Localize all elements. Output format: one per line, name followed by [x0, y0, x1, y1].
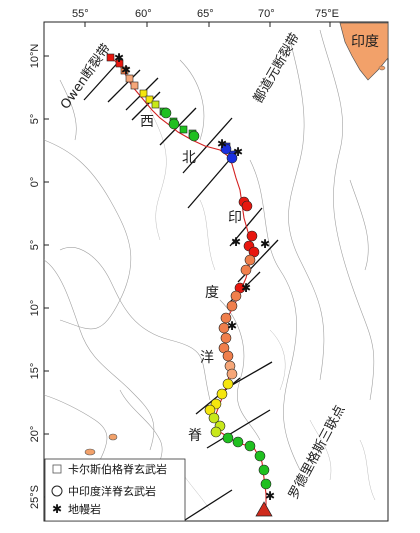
- lat-tick-0: 0°: [29, 177, 41, 188]
- cir-sample: [232, 436, 244, 448]
- lon-tick-70: 70°: [258, 8, 275, 20]
- carlsberg-sample: [125, 74, 134, 83]
- cir-sample: [246, 230, 258, 242]
- ridge-char-ji: 脊: [188, 428, 202, 444]
- carlsberg-sample: [179, 125, 188, 134]
- legend: 卡尔斯伯格脊玄武岩 中印度洋脊玄武岩 ✱ 地幔岩: [44, 458, 186, 522]
- mantle-sample: ✱: [241, 281, 251, 295]
- cir-sample: [220, 332, 232, 344]
- lat-tick-15s: 15°: [29, 363, 41, 380]
- lon-tick-65: 65°: [197, 8, 214, 20]
- cir-sample: [216, 388, 228, 400]
- map-frame: [43, 21, 389, 522]
- carlsberg-sample: [226, 152, 238, 164]
- carlsberg-sample: [188, 130, 200, 142]
- mantle-sample: ✱: [227, 319, 237, 333]
- ridge-char-du: 度: [205, 285, 219, 301]
- cir-sample: [218, 322, 230, 334]
- legend-cir: 中印度洋脊玄武岩: [68, 484, 156, 498]
- cir-sample: [226, 300, 238, 312]
- cir-sample: [222, 378, 234, 390]
- lat-tick-10s: 10°: [29, 300, 41, 317]
- mantle-sample: ✱: [260, 237, 270, 251]
- rodrigues-triangle: [255, 501, 273, 517]
- cir-sample: [241, 200, 253, 212]
- lat-tick-5n: 5°: [29, 114, 41, 125]
- carlsberg-sample: [106, 53, 115, 62]
- lon-tick-75: 75°E: [315, 8, 339, 20]
- cir-sample: [244, 440, 256, 452]
- india-label: 印度: [351, 34, 379, 50]
- cir-sample: [254, 450, 266, 462]
- ridge-char-bei: 北: [182, 150, 196, 166]
- lat-tick-10n: 10°N: [29, 44, 41, 69]
- mantle-sample: ✱: [233, 145, 243, 159]
- cir-sample: [230, 290, 242, 302]
- cir-sample: [222, 432, 234, 444]
- cir-sample: [240, 264, 252, 276]
- mantle-sample: ✱: [114, 51, 124, 65]
- carlsberg-sample: [115, 59, 124, 68]
- cir-sample: [210, 426, 222, 438]
- carlsberg-sample: [120, 66, 129, 75]
- mantle-sample: ✱: [217, 137, 227, 151]
- mantle-sample: ✱: [265, 489, 275, 503]
- carlsberg-sample: [151, 100, 160, 109]
- india-landmass: [339, 22, 389, 81]
- carlsberg-sample: [130, 81, 139, 90]
- carlsberg-sample: [145, 95, 154, 104]
- cir-sample: [220, 312, 232, 324]
- carlsberg-sample: [160, 107, 172, 119]
- cir-sample: [244, 254, 256, 266]
- cir-samples: [204, 196, 272, 490]
- island: [84, 448, 96, 456]
- legend-box: [44, 458, 186, 522]
- legend-circle-symbol: [51, 485, 63, 497]
- lat-tick-5s: 5°: [29, 240, 41, 251]
- carlsberg-sample: [139, 89, 148, 98]
- ridge-char-xi: 西: [140, 114, 154, 130]
- mantle-samples: ✱ ✱ ✱ ✱ ✱ ✱ ✱ ✱ ✱: [114, 51, 275, 503]
- legend-square-symbol: [52, 464, 62, 474]
- ridge-char-yin: 印: [228, 210, 242, 226]
- cir-sample: [258, 464, 270, 476]
- mantle-sample: ✱: [121, 63, 131, 77]
- lat-tick-25s: 25°S: [29, 485, 41, 509]
- island: [378, 65, 386, 71]
- lat-tick-20s: 20°: [29, 426, 41, 443]
- legend-carlsberg: 卡尔斯伯格脊玄武岩: [68, 462, 167, 476]
- carlsberg-circles: [160, 107, 238, 164]
- cir-sample: [208, 412, 220, 424]
- cir-sample: [222, 350, 234, 362]
- lon-tick-55: 55°: [72, 8, 89, 20]
- legend-asterisk-symbol: ✱: [52, 502, 62, 516]
- carlsberg-sample: [220, 143, 232, 155]
- bathymetry-contours: [43, 29, 375, 501]
- cir-sample: [226, 368, 238, 380]
- cir-sample: [260, 478, 272, 490]
- lon-tick-60: 60°: [135, 8, 152, 20]
- carlsberg-sample: [168, 118, 180, 130]
- ridge-char-yang: 洋: [200, 350, 214, 366]
- island: [108, 433, 118, 441]
- legend-mantle: 地幔岩: [68, 502, 101, 516]
- mantle-sample: ✱: [231, 235, 241, 249]
